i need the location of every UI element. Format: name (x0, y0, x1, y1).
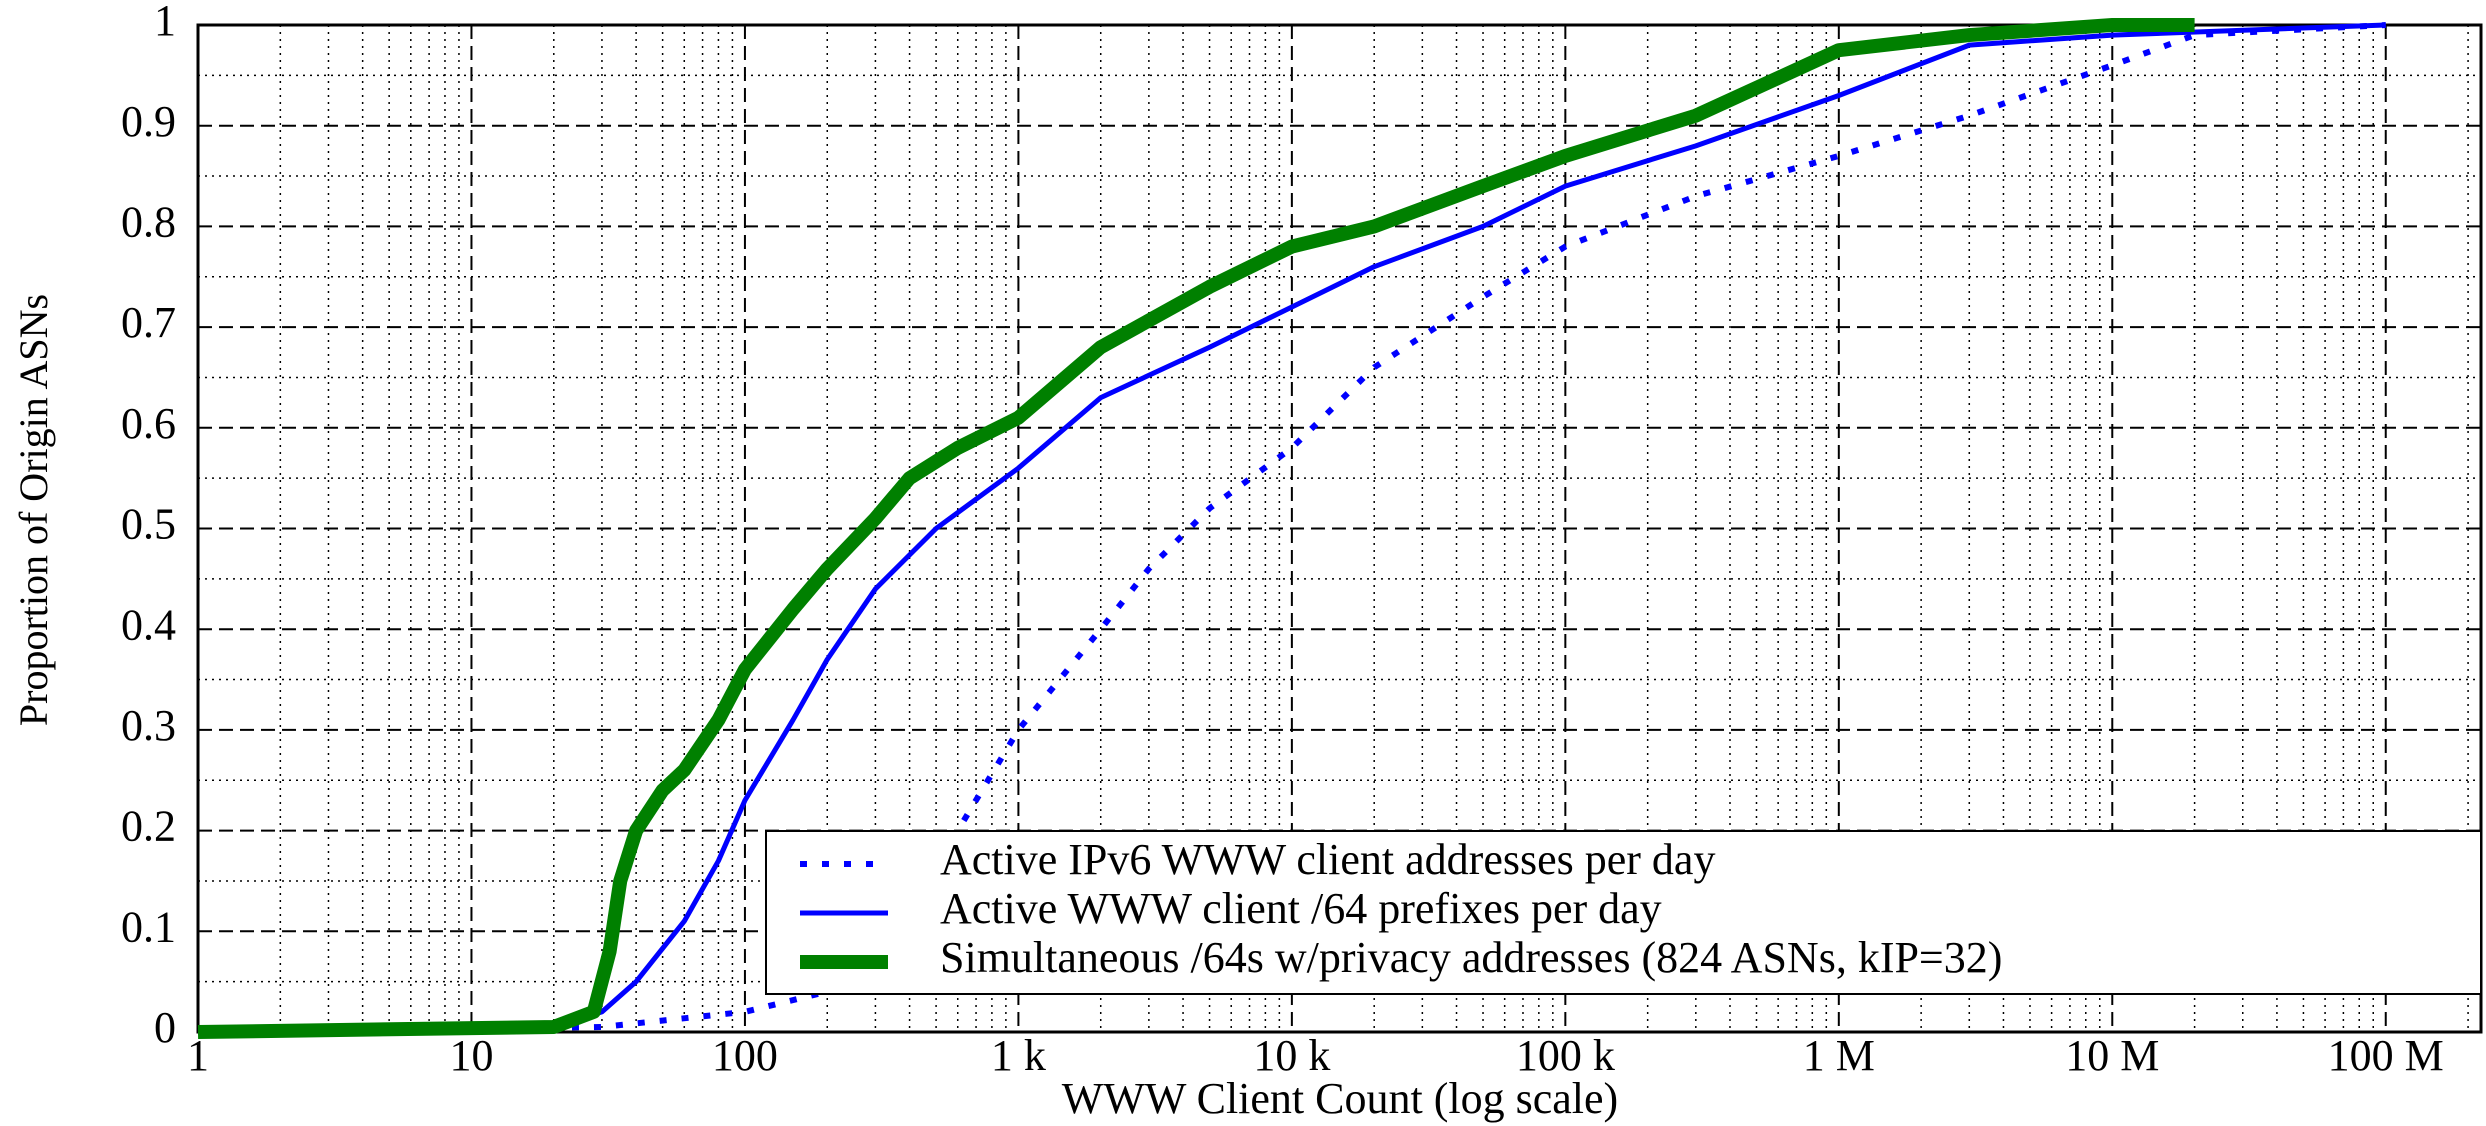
x-tick-label: 10 (449, 1031, 493, 1080)
y-axis-label: Proportion of Origin ASNs (11, 294, 56, 726)
y-tick-label: 0.5 (121, 500, 176, 549)
x-tick-label: 10 M (2065, 1031, 2159, 1080)
y-tick-label: 0.6 (121, 399, 176, 448)
legend-box (765, 830, 2482, 995)
x-tick-label: 10 k (1253, 1031, 1330, 1080)
x-tick-label: 100 (712, 1031, 778, 1080)
y-tick-label: 0.7 (121, 298, 176, 347)
y-tick-label: 0.9 (121, 97, 176, 146)
legend-label: Active WWW client /64 prefixes per day (940, 884, 1662, 933)
x-tick-label: 1 (187, 1031, 209, 1080)
plot-frame (196, 23, 2483, 1034)
legend-label: Active IPv6 WWW client addresses per day (940, 835, 1715, 884)
y-tick-label: 0.8 (121, 197, 176, 246)
x-tick-label: 100 k (1516, 1031, 1615, 1080)
x-tick-label: 100 M (2328, 1031, 2444, 1080)
y-tick-label: 0.3 (121, 701, 176, 750)
x-tick-label: 1 k (991, 1031, 1046, 1080)
series-line (197, 18, 2195, 1039)
x-axis-label: WWW Client Count (log scale) (1062, 1074, 1618, 1123)
x-tick-label: 1 M (1803, 1031, 1875, 1080)
series-line (197, 22, 2386, 1035)
y-tick-label: 1 (154, 0, 176, 45)
legend: Active IPv6 WWW client addresses per day… (765, 830, 2482, 995)
y-tick-label: 0.2 (121, 802, 176, 851)
y-tick-label: 0.1 (121, 902, 176, 951)
legend-label: Simultaneous /64s w/privacy addresses (8… (940, 933, 2002, 982)
y-tick-label: 0.4 (121, 600, 176, 649)
y-tick-label: 0 (154, 1003, 176, 1052)
